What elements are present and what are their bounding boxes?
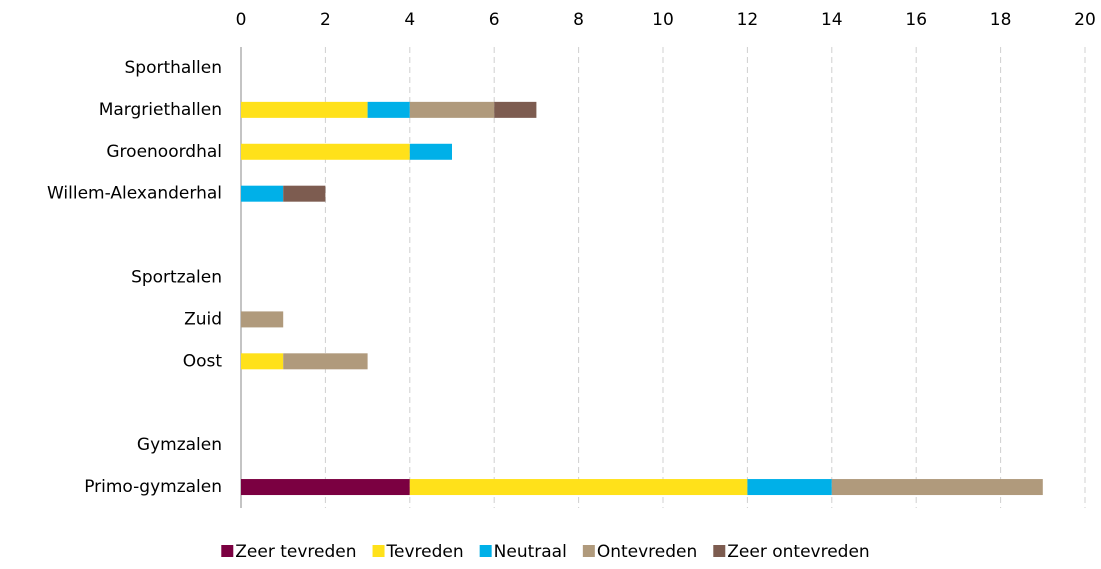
y-tick-label: Gymzalen	[137, 435, 222, 455]
legend-label: Zeer ontevreden	[727, 542, 869, 562]
bar-segment	[241, 101, 368, 118]
y-tick-label: Groenoordhal	[106, 142, 222, 162]
y-tick-label: Primo-gymzalen	[84, 477, 222, 497]
bar-segment	[494, 101, 537, 118]
y-tick-label: Sporthallen	[124, 58, 222, 78]
legend-label: Zeer tevreden	[235, 542, 356, 562]
bar-segment	[409, 101, 495, 118]
bar-segment	[283, 185, 326, 202]
legend-swatch	[372, 545, 385, 557]
bar-segment	[283, 353, 368, 370]
bar-segment	[241, 311, 284, 328]
bar-segment	[241, 185, 284, 202]
x-tick-label: 20	[1074, 10, 1096, 30]
bar-segment	[747, 479, 832, 496]
x-tick-label: 12	[737, 10, 759, 30]
bar-segment	[241, 479, 410, 496]
x-tick-label: 14	[821, 10, 843, 30]
legend-label: Tevreden	[386, 542, 464, 562]
legend-label: Ontevreden	[597, 542, 697, 562]
legend-swatch	[479, 545, 492, 557]
x-tick-label: 0	[236, 10, 247, 30]
x-tick-label: 18	[990, 10, 1012, 30]
bar-segment	[409, 143, 452, 160]
x-tick-label: 2	[320, 10, 331, 30]
legend-swatch	[713, 545, 726, 557]
bar-segment	[241, 143, 410, 160]
y-tick-label: Willem-Alexanderhal	[47, 184, 222, 204]
bar-segment	[367, 101, 410, 118]
x-tick-label: 6	[489, 10, 500, 30]
bar-segment	[241, 353, 284, 370]
x-tick-label: 8	[573, 10, 584, 30]
y-tick-label: Zuid	[184, 309, 222, 329]
x-tick-label: 4	[404, 10, 415, 30]
y-tick-label: Margriethallen	[99, 100, 222, 120]
y-tick-label: Oost	[183, 351, 223, 371]
x-tick-label: 10	[652, 10, 674, 30]
legend-swatch	[221, 545, 234, 557]
x-tick-label: 16	[905, 10, 927, 30]
y-tick-label: Sportzalen	[131, 268, 222, 288]
legend-label: Neutraal	[494, 542, 567, 562]
legend-swatch	[582, 545, 595, 557]
bar-segment	[409, 479, 748, 496]
bar-segment	[831, 479, 1043, 496]
